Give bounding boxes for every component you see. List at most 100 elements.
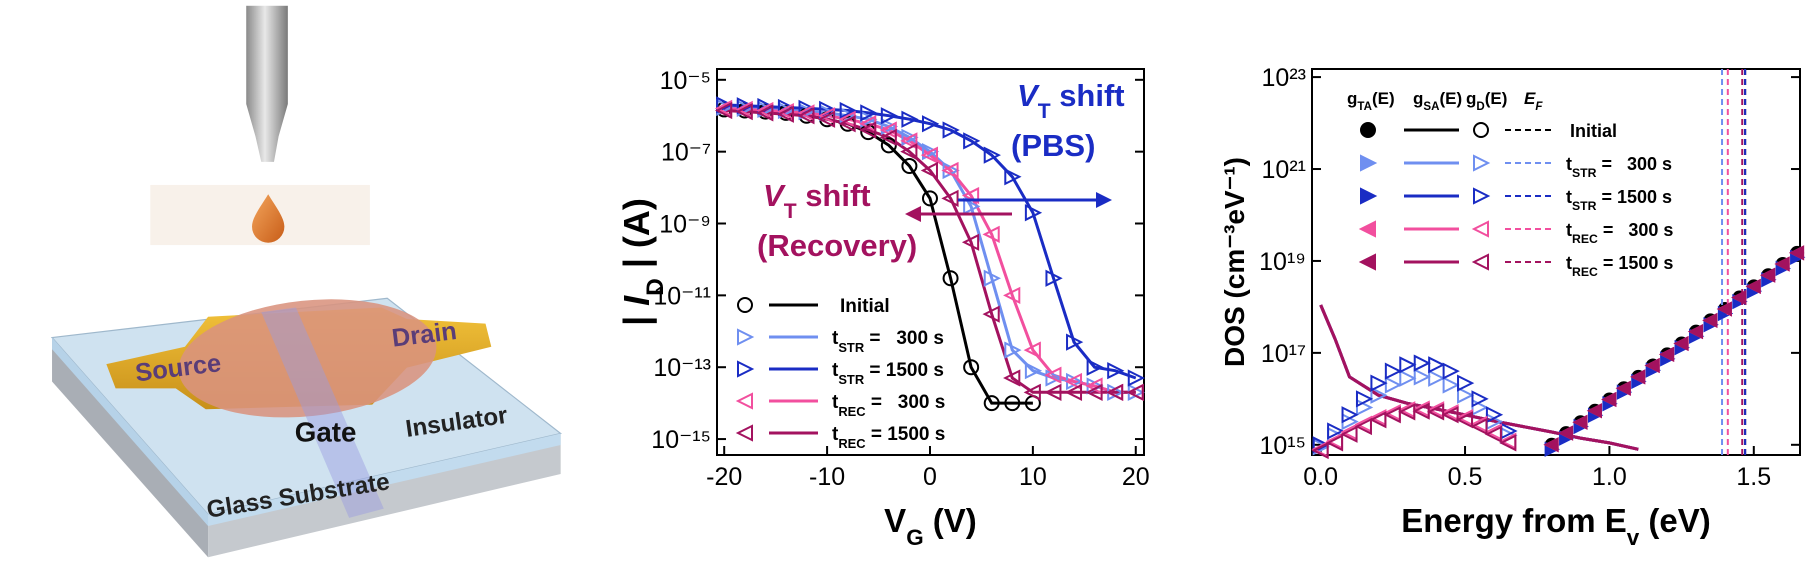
data-point bbox=[859, 121, 877, 139]
gd-point bbox=[1325, 434, 1344, 452]
y-axis-label-part: I bbox=[616, 295, 657, 306]
gta-point bbox=[1716, 301, 1732, 317]
data-point bbox=[838, 115, 856, 133]
gd-point bbox=[1370, 386, 1388, 404]
annotation-part: V bbox=[1017, 78, 1040, 113]
data-point bbox=[1003, 369, 1021, 387]
data-point bbox=[1044, 366, 1062, 384]
legend-marker bbox=[1360, 154, 1378, 172]
y-tick-label: 10⁻¹³ bbox=[653, 354, 711, 382]
label-gate: Gate bbox=[295, 417, 357, 448]
legend-label-part: REC bbox=[1572, 232, 1598, 246]
data-point bbox=[716, 96, 734, 114]
legend-label-part: t bbox=[1566, 154, 1572, 174]
legend-marker bbox=[737, 328, 755, 346]
legend-marker bbox=[737, 297, 753, 313]
data-point bbox=[1003, 286, 1021, 304]
data-point bbox=[982, 225, 1000, 243]
x-tick-label: 0.0 bbox=[1303, 463, 1338, 491]
gd-point bbox=[1355, 390, 1374, 408]
data-point bbox=[1126, 383, 1144, 401]
data-point bbox=[900, 143, 918, 161]
gd-point bbox=[1341, 406, 1359, 424]
data-point bbox=[839, 101, 857, 120]
insulator-edge bbox=[52, 337, 209, 526]
gta-point bbox=[1788, 245, 1805, 261]
y-axis-label-part: D bbox=[642, 278, 669, 296]
legend-header-part: TA bbox=[1357, 101, 1372, 113]
gd-point bbox=[1384, 376, 1403, 394]
pipette bbox=[246, 5, 288, 105]
legend-label: Initial bbox=[840, 296, 890, 317]
legend-label-part: = 1500 s bbox=[1596, 187, 1672, 207]
legend-marker bbox=[1471, 253, 1489, 271]
legend-header-part: (E) bbox=[1485, 89, 1508, 108]
gta-point bbox=[1702, 312, 1718, 328]
data-point bbox=[1045, 369, 1063, 387]
x-axis-label: Energy from Ev (eV) bbox=[1401, 502, 1711, 550]
gd-point bbox=[1311, 441, 1329, 460]
gta-point bbox=[1586, 403, 1602, 419]
legend-label-part: = 1500 s bbox=[866, 424, 946, 445]
droplet bbox=[252, 194, 285, 243]
gd-point bbox=[1455, 411, 1474, 429]
data-point bbox=[1023, 383, 1041, 401]
data-point bbox=[901, 157, 918, 174]
gd-point bbox=[1399, 369, 1417, 387]
gta-point bbox=[1745, 278, 1761, 294]
legend-label-part: t bbox=[832, 392, 839, 413]
y-axis-label: | ID | (A) bbox=[616, 198, 669, 326]
data-point bbox=[921, 115, 940, 133]
gd-point bbox=[1355, 398, 1374, 417]
x-axis-label-part: v bbox=[1627, 525, 1640, 550]
device-schematic: Source Drain Gate Insulator Glass Substr… bbox=[50, 5, 562, 558]
legend-label: tSTR = 300 s bbox=[832, 328, 944, 355]
gd-point bbox=[1413, 368, 1431, 386]
gd-point bbox=[1485, 406, 1504, 424]
gd-point bbox=[1471, 398, 1489, 417]
y-tick-label: 10¹⁵ bbox=[1260, 432, 1307, 460]
x-axis-label-part: (eV) bbox=[1639, 502, 1711, 539]
y-axis-label-part: | (A) bbox=[616, 198, 658, 278]
data-point bbox=[963, 359, 980, 376]
axes-frame bbox=[1311, 68, 1801, 456]
gd-point bbox=[1471, 390, 1489, 408]
data-point bbox=[1066, 333, 1084, 351]
gd-point bbox=[1340, 425, 1358, 443]
x-axis-label-part: G bbox=[906, 525, 923, 550]
data-point bbox=[860, 104, 878, 122]
legend-marker bbox=[737, 360, 755, 378]
legend-label: tREC = 1500 s bbox=[832, 424, 945, 451]
gta-point bbox=[1673, 335, 1689, 352]
gta-point bbox=[1760, 267, 1776, 283]
legend-label-part: t bbox=[832, 424, 839, 445]
legend-label-part: REC bbox=[1572, 265, 1598, 279]
y-axis-label: DOS (cm⁻³eV⁻¹) bbox=[1219, 157, 1250, 367]
annotation: VT shift bbox=[1017, 78, 1125, 123]
data-point bbox=[921, 143, 940, 161]
data-point bbox=[1064, 383, 1083, 401]
data-point bbox=[920, 161, 938, 180]
data-point bbox=[1105, 383, 1124, 401]
legend-label-part: Initial bbox=[1570, 121, 1617, 141]
legend-marker bbox=[1473, 187, 1491, 205]
data-point bbox=[901, 128, 919, 146]
annotation-part: shift bbox=[797, 178, 871, 213]
legend-header: gSA(E) bbox=[1413, 89, 1462, 113]
x-tick-label: 20 bbox=[1122, 463, 1150, 491]
gate bbox=[261, 307, 384, 518]
y-tick-label: 10⁻¹⁵ bbox=[651, 426, 711, 454]
data-point bbox=[1045, 269, 1063, 287]
gd-point bbox=[1369, 411, 1387, 429]
data-point bbox=[1044, 383, 1062, 401]
annotation: (Recovery) bbox=[757, 228, 917, 263]
legend-header-part: D bbox=[1476, 101, 1484, 113]
data-point bbox=[901, 110, 919, 128]
data-point bbox=[1023, 341, 1041, 359]
legend-header: EF bbox=[1524, 89, 1543, 113]
data-point bbox=[963, 197, 981, 215]
pipette-tip bbox=[246, 104, 288, 162]
legend-marker bbox=[1473, 122, 1489, 138]
legend-marker bbox=[1473, 154, 1491, 172]
